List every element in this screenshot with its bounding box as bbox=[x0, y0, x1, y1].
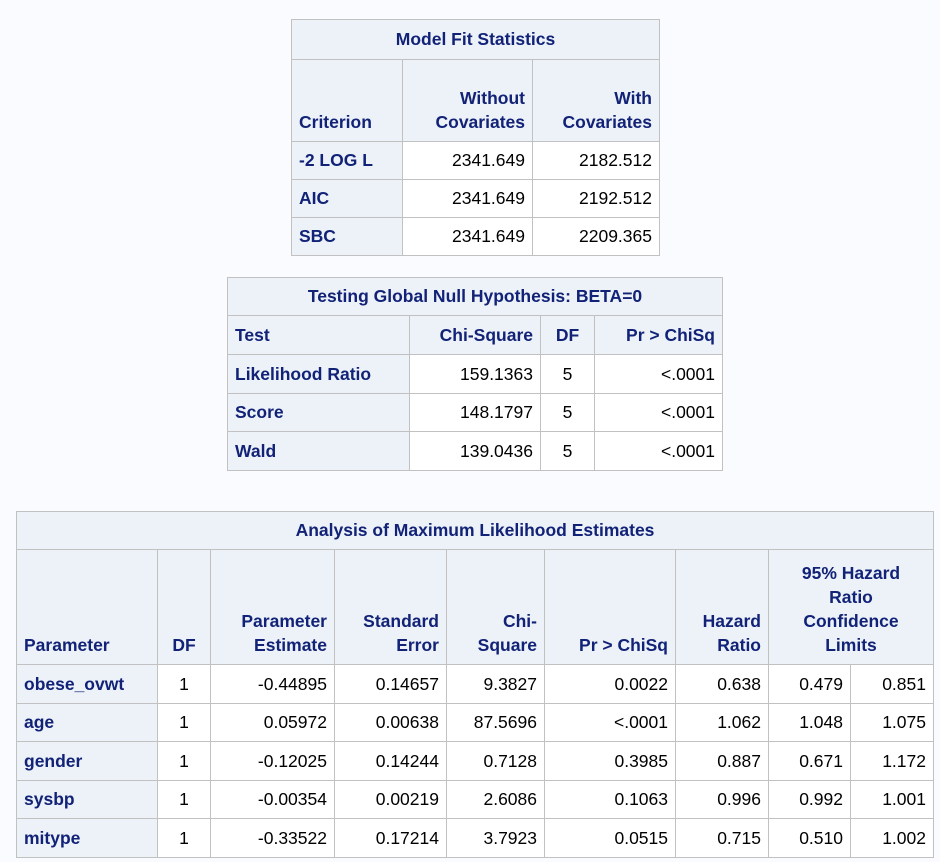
table-cell: 1.048 bbox=[768, 703, 851, 742]
column-header: Chi-Square bbox=[409, 315, 541, 355]
table-cell: 0.638 bbox=[675, 664, 769, 704]
table-cell: 0.00638 bbox=[334, 703, 447, 742]
table-row: Wald 139.0436 5 <.0001 bbox=[227, 431, 723, 471]
table-cell: 2182.512 bbox=[532, 141, 660, 180]
column-header: Test bbox=[227, 315, 410, 355]
column-header: Chi-Square bbox=[446, 549, 545, 665]
table-cell: 0.0022 bbox=[544, 664, 676, 704]
table-row: AIC 2341.649 2192.512 bbox=[291, 179, 660, 218]
column-header: DF bbox=[540, 315, 595, 355]
table-row: -2 LOG L 2341.649 2182.512 bbox=[291, 141, 660, 180]
table-cell: 0.479 bbox=[768, 664, 851, 704]
table-row: mitype 1 -0.33522 0.17214 3.7923 0.0515 … bbox=[16, 818, 934, 858]
column-header: Standard Error bbox=[334, 549, 447, 665]
table-cell: 0.992 bbox=[768, 780, 851, 819]
table-cell: 2209.365 bbox=[532, 217, 660, 256]
column-header: Pr > ChiSq bbox=[594, 315, 723, 355]
model-fit-table: Model Fit Statistics Criterion Without Co… bbox=[291, 19, 660, 256]
table-cell: -0.33522 bbox=[210, 818, 335, 858]
table-cell: 0.3985 bbox=[544, 741, 676, 781]
mle-table: Analysis of Maximum Likelihood Estimates… bbox=[16, 511, 934, 858]
table-cell: 2341.649 bbox=[402, 179, 533, 218]
table-cell: 0.7128 bbox=[446, 741, 545, 781]
row-header: Likelihood Ratio bbox=[227, 354, 410, 394]
table-cell: 1.172 bbox=[850, 741, 934, 781]
table-cell: 9.3827 bbox=[446, 664, 545, 704]
table-cell: <.0001 bbox=[594, 354, 723, 394]
table-row: Likelihood Ratio 159.1363 5 <.0001 bbox=[227, 354, 723, 394]
row-header: SBC bbox=[291, 217, 403, 256]
row-header: sysbp bbox=[16, 780, 158, 819]
table-cell: -0.44895 bbox=[210, 664, 335, 704]
table-cell: 0.1063 bbox=[544, 780, 676, 819]
column-header: Parameter bbox=[16, 549, 158, 665]
table-cell: 1.002 bbox=[850, 818, 934, 858]
table-cell: 159.1363 bbox=[409, 354, 541, 394]
table-row: gender 1 -0.12025 0.14244 0.7128 0.3985 … bbox=[16, 741, 934, 781]
table-title: Analysis of Maximum Likelihood Estimates bbox=[16, 511, 934, 550]
row-header: mitype bbox=[16, 818, 158, 858]
table-cell: 5 bbox=[540, 354, 595, 394]
column-header: Pr > ChiSq bbox=[544, 549, 676, 665]
row-header: gender bbox=[16, 741, 158, 781]
table-cell: 2.6086 bbox=[446, 780, 545, 819]
column-header: Criterion bbox=[291, 59, 403, 142]
column-header: Hazard Ratio bbox=[675, 549, 769, 665]
table-cell: 148.1797 bbox=[409, 393, 541, 432]
row-header: Wald bbox=[227, 431, 410, 471]
table-cell: 0.17214 bbox=[334, 818, 447, 858]
table-cell: <.0001 bbox=[594, 431, 723, 471]
table-cell: 1 bbox=[157, 703, 211, 742]
table-row: age 1 0.05972 0.00638 87.5696 <.0001 1.0… bbox=[16, 703, 934, 742]
table-cell: <.0001 bbox=[544, 703, 676, 742]
table-cell: 0.14244 bbox=[334, 741, 447, 781]
table-row: sysbp 1 -0.00354 0.00219 2.6086 0.1063 0… bbox=[16, 780, 934, 819]
table-cell: 1 bbox=[157, 780, 211, 819]
table-cell: 1 bbox=[157, 741, 211, 781]
table-row: Score 148.1797 5 <.0001 bbox=[227, 393, 723, 432]
row-header: AIC bbox=[291, 179, 403, 218]
table-row: SBC 2341.649 2209.365 bbox=[291, 217, 660, 256]
global-null-table: Testing Global Null Hypothesis: BETA=0 T… bbox=[227, 277, 723, 471]
table-cell: 1 bbox=[157, 818, 211, 858]
table-cell: 0.671 bbox=[768, 741, 851, 781]
table-cell: 0.05972 bbox=[210, 703, 335, 742]
table-cell: 1 bbox=[157, 664, 211, 704]
table-cell: 2341.649 bbox=[402, 217, 533, 256]
column-header: DF bbox=[157, 549, 211, 665]
row-header: obese_ovwt bbox=[16, 664, 158, 704]
row-header: age bbox=[16, 703, 158, 742]
table-cell: -0.00354 bbox=[210, 780, 335, 819]
column-header: Without Covariates bbox=[402, 59, 533, 142]
column-header: With Covariates bbox=[532, 59, 660, 142]
table-cell: 1.062 bbox=[675, 703, 769, 742]
table-title: Model Fit Statistics bbox=[291, 19, 660, 60]
table-cell: 0.851 bbox=[850, 664, 934, 704]
table-cell: 3.7923 bbox=[446, 818, 545, 858]
table-cell: 0.996 bbox=[675, 780, 769, 819]
table-cell: 0.510 bbox=[768, 818, 851, 858]
table-cell: 0.0515 bbox=[544, 818, 676, 858]
column-header: 95% Hazard Ratio Confidence Limits bbox=[768, 549, 934, 665]
column-header: Parameter Estimate bbox=[210, 549, 335, 665]
table-cell: 0.14657 bbox=[334, 664, 447, 704]
table-row: obese_ovwt 1 -0.44895 0.14657 9.3827 0.0… bbox=[16, 664, 934, 704]
table-cell: 0.00219 bbox=[334, 780, 447, 819]
table-cell: <.0001 bbox=[594, 393, 723, 432]
table-title: Testing Global Null Hypothesis: BETA=0 bbox=[227, 277, 723, 316]
table-cell: 139.0436 bbox=[409, 431, 541, 471]
table-cell: 2192.512 bbox=[532, 179, 660, 218]
row-header: Score bbox=[227, 393, 410, 432]
table-cell: 0.887 bbox=[675, 741, 769, 781]
table-cell: 5 bbox=[540, 393, 595, 432]
table-cell: -0.12025 bbox=[210, 741, 335, 781]
table-cell: 1.075 bbox=[850, 703, 934, 742]
table-cell: 5 bbox=[540, 431, 595, 471]
table-cell: 0.715 bbox=[675, 818, 769, 858]
table-cell: 2341.649 bbox=[402, 141, 533, 180]
row-header: -2 LOG L bbox=[291, 141, 403, 180]
table-cell: 87.5696 bbox=[446, 703, 545, 742]
table-cell: 1.001 bbox=[850, 780, 934, 819]
